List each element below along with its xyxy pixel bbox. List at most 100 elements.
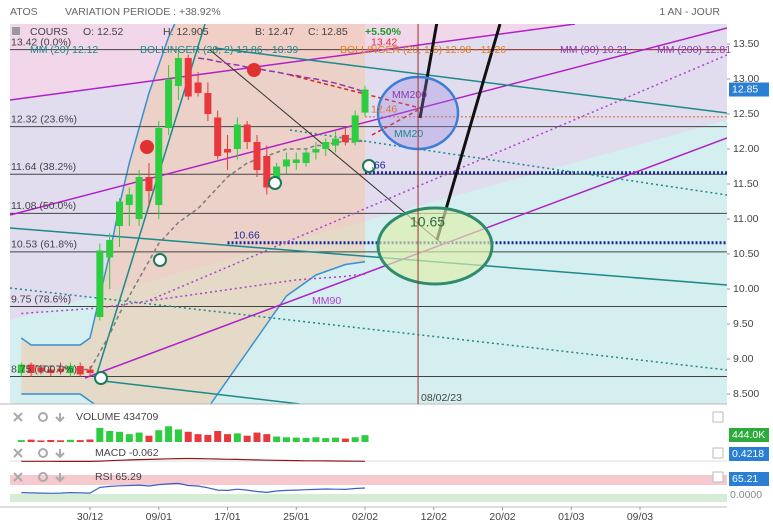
data-layer bbox=[17, 51, 369, 377]
legend-row: COURS O: 12.52 H: 12.905 B: 12.47 C: 12.… bbox=[12, 26, 402, 38]
close-icon bbox=[13, 472, 23, 482]
y-tick-label: 11.00 bbox=[733, 213, 759, 225]
panel-checkbox[interactable] bbox=[712, 471, 724, 483]
panel-title: MACD -0.062 bbox=[95, 447, 159, 459]
trend-line bbox=[10, 27, 727, 216]
legend-change: +5.50% bbox=[365, 26, 402, 38]
annotation: 10.65 bbox=[410, 214, 445, 230]
volume-bar bbox=[47, 439, 55, 442]
settings-icon bbox=[38, 412, 48, 422]
candle-body bbox=[86, 369, 94, 373]
fib-label: 12.32 (23.6%) bbox=[11, 113, 77, 125]
legend-close: C: 12.85 bbox=[308, 26, 348, 38]
fib-label: 11.64 (38.2%) bbox=[11, 161, 76, 173]
candle-body bbox=[233, 124, 241, 150]
event-badge bbox=[140, 140, 154, 154]
volume-bar bbox=[184, 431, 192, 442]
y-tick-label: 10.00 bbox=[733, 283, 759, 295]
candle-body bbox=[184, 58, 192, 97]
volume-bar bbox=[351, 437, 359, 442]
candle-body bbox=[273, 166, 281, 181]
candle-body bbox=[47, 369, 55, 373]
value-badge-label: 444.0K bbox=[732, 429, 765, 441]
indicator-row: MM (20) 12.12 BOLLINGER (20, 2) 13.86 - … bbox=[30, 44, 731, 56]
panel-checkbox[interactable] bbox=[712, 447, 724, 459]
panel-checkbox[interactable] bbox=[712, 411, 724, 423]
level-label: 12.46 bbox=[371, 104, 397, 116]
event-badge bbox=[247, 63, 261, 77]
value-badge-label: 65.21 bbox=[732, 473, 758, 485]
x-tick-label: 20/02 bbox=[489, 511, 515, 523]
volume-bar bbox=[233, 433, 241, 442]
x-tick-label: 09/01 bbox=[146, 511, 172, 523]
volume-bar bbox=[341, 438, 349, 442]
move-icon bbox=[55, 413, 65, 423]
legend-name: COURS bbox=[30, 26, 68, 38]
volume-bar bbox=[27, 439, 35, 442]
volume-bar bbox=[76, 440, 84, 442]
volume-bar bbox=[17, 440, 25, 442]
moving-average bbox=[197, 57, 366, 94]
volume-bar bbox=[214, 431, 222, 442]
volume-bar bbox=[302, 437, 310, 442]
indicator: MM (20) 12.12 bbox=[30, 44, 98, 56]
volume-bar bbox=[115, 431, 123, 442]
fib-label: 11.08 (50.0%) bbox=[11, 200, 76, 212]
value-badge bbox=[729, 447, 769, 461]
arrow-line bbox=[418, 24, 439, 119]
candle-body bbox=[204, 93, 212, 115]
trend-line bbox=[289, 129, 727, 196]
volume-bar bbox=[165, 426, 173, 442]
rsi-zone bbox=[10, 494, 727, 502]
event-badge bbox=[362, 159, 376, 173]
annotation: MM200 bbox=[392, 89, 427, 101]
volume-bar bbox=[282, 437, 290, 442]
rsi-zone bbox=[10, 475, 727, 485]
x-tick-label: 12/02 bbox=[421, 511, 447, 523]
volume-bar bbox=[155, 430, 163, 442]
candle-body bbox=[125, 194, 133, 206]
annotation: MM90 bbox=[312, 295, 341, 307]
candle-body bbox=[361, 89, 369, 113]
volume-bar bbox=[86, 439, 94, 442]
highlight-circle bbox=[376, 206, 494, 286]
trend-line bbox=[289, 74, 421, 109]
candle-body bbox=[106, 240, 114, 258]
level-label: 10.66 bbox=[234, 230, 260, 242]
candle-body bbox=[66, 365, 74, 373]
event-badge bbox=[94, 371, 108, 385]
bollinger-line bbox=[21, 260, 366, 404]
candle-body bbox=[302, 152, 310, 164]
close-icon bbox=[13, 412, 23, 422]
volume-bar bbox=[57, 440, 65, 442]
candle-body bbox=[76, 365, 84, 375]
move-icon bbox=[55, 473, 65, 483]
volume-bar bbox=[96, 427, 104, 442]
badges-g bbox=[94, 63, 376, 385]
variation: VARIATION PERIODE : +38.92% bbox=[65, 6, 221, 18]
volume-bar bbox=[253, 432, 261, 442]
x-tick-label: 01/03 bbox=[558, 511, 584, 523]
candle-body bbox=[155, 128, 163, 206]
volume-bar bbox=[312, 437, 320, 442]
volume-bar bbox=[263, 434, 271, 442]
y-tick-label: 13.50 bbox=[733, 38, 759, 50]
date-marker-label: 08/02/23 bbox=[421, 392, 462, 404]
indicator: BOLLINGER (20, 1.5) 12.98 - 11.26 bbox=[340, 44, 506, 56]
y-tick-label: 12.00 bbox=[733, 143, 759, 155]
fib-label: 9.75 (78.6%) bbox=[11, 293, 71, 305]
candle-body bbox=[224, 149, 232, 153]
fib-label: 8.75 (100.0%) bbox=[11, 363, 77, 375]
candle-body bbox=[263, 156, 271, 188]
volume-bar bbox=[106, 431, 114, 442]
candle-body bbox=[37, 367, 45, 372]
settings-icon bbox=[38, 448, 48, 458]
indicator: MM (90) 10.21 bbox=[560, 44, 628, 56]
value-badge bbox=[729, 472, 769, 486]
drawings bbox=[10, 24, 727, 404]
price-badge bbox=[729, 82, 769, 97]
trend-line bbox=[10, 227, 727, 286]
volume-bar bbox=[125, 434, 133, 442]
indicator-line bbox=[21, 482, 366, 494]
legend-high: H: 12.905 bbox=[163, 26, 209, 38]
